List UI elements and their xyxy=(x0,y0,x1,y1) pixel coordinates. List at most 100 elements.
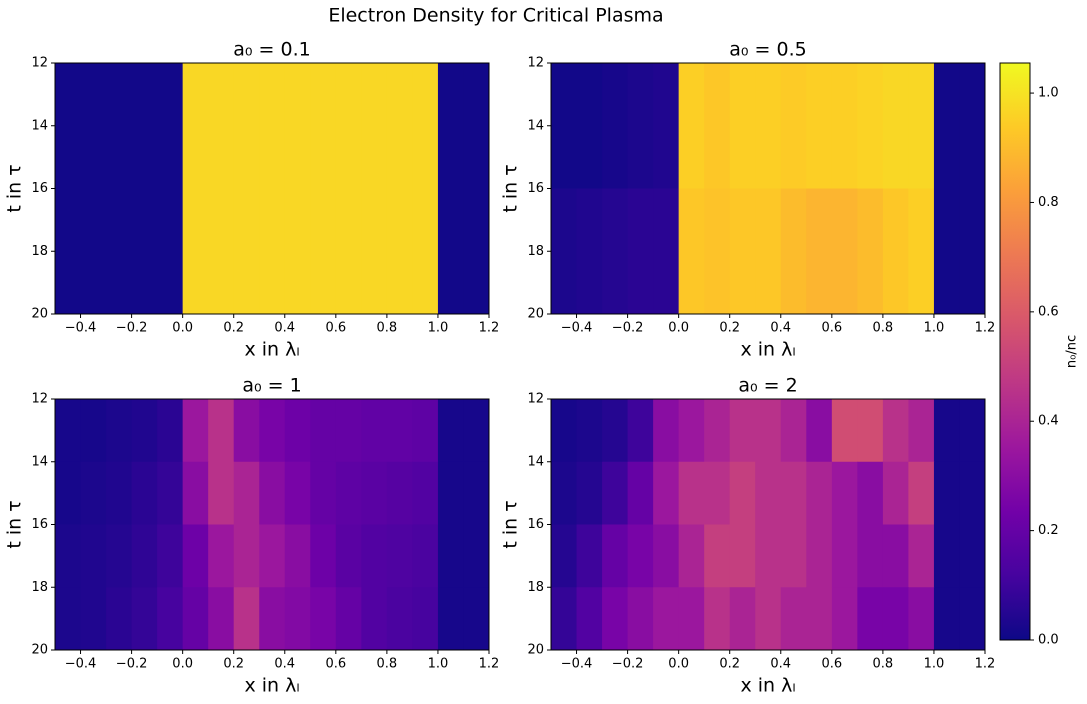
heatmap-cell xyxy=(259,63,286,315)
heatmap-cell xyxy=(106,587,133,651)
heatmap-cell xyxy=(157,524,184,588)
heatmap-cell xyxy=(386,587,413,651)
y-tick-label: 18 xyxy=(527,580,544,595)
heatmap-cell xyxy=(908,461,935,525)
heatmap-cell xyxy=(335,399,362,463)
heatmap-cell xyxy=(361,587,388,651)
heatmap-cell xyxy=(959,524,986,588)
x-tick-label: 1.0 xyxy=(428,321,449,336)
heatmap-cell xyxy=(959,63,986,189)
heatmap-cell xyxy=(208,399,235,463)
heatmap-cell xyxy=(959,188,986,315)
heatmap-cell xyxy=(831,461,858,525)
heatmap-cell xyxy=(806,188,833,315)
heatmap-cell xyxy=(284,524,311,588)
heatmap-cell xyxy=(157,63,184,315)
heatmap xyxy=(55,399,490,651)
heatmap-cell xyxy=(412,461,439,525)
heatmap-cell xyxy=(412,587,439,651)
heatmap-cell xyxy=(437,399,464,463)
y-tick-label: 12 xyxy=(31,56,48,71)
heatmap-cell xyxy=(437,461,464,525)
heatmap-cell xyxy=(463,63,490,315)
heatmap-cell xyxy=(602,524,629,588)
heatmap-cell xyxy=(831,63,858,189)
heatmap-cell xyxy=(882,399,909,463)
x-tick-label: −0.2 xyxy=(116,321,148,336)
heatmap-cell xyxy=(704,524,731,588)
x-tick-label: 0.8 xyxy=(873,657,894,672)
heatmap-cell xyxy=(780,524,807,588)
heatmap-cell xyxy=(412,399,439,463)
heatmap xyxy=(551,63,986,315)
x-tick-label: 1.2 xyxy=(975,657,996,672)
heatmap-cell xyxy=(627,188,654,315)
heatmap-cell xyxy=(551,188,578,315)
y-tick-label: 18 xyxy=(31,244,48,259)
x-tick-label: 0.0 xyxy=(668,657,689,672)
y-tick-label: 12 xyxy=(31,392,48,407)
heatmap xyxy=(551,399,986,651)
heatmap-cell xyxy=(678,188,705,315)
heatmap-cell xyxy=(463,524,490,588)
heatmap-cell xyxy=(729,524,756,588)
x-tick-label: 0.6 xyxy=(821,321,842,336)
panel-title: a₀ = 2 xyxy=(738,375,797,397)
y-tick-label: 12 xyxy=(527,56,544,71)
heatmap-cell xyxy=(933,63,960,189)
heatmap-cell xyxy=(857,587,884,651)
y-tick-label: 14 xyxy=(527,454,544,469)
heatmap-cell xyxy=(933,461,960,525)
heatmap-cell xyxy=(627,587,654,651)
heatmap-cell xyxy=(55,399,82,463)
heatmap-cell xyxy=(882,188,909,315)
heatmap-cell xyxy=(284,399,311,463)
heatmap-cell xyxy=(755,63,782,189)
heatmap-cell xyxy=(806,461,833,525)
heatmap-cell xyxy=(653,461,680,525)
colorbar-tick-label: 1.0 xyxy=(1038,86,1059,101)
x-tick-label: 0.4 xyxy=(770,657,791,672)
heatmap-cell xyxy=(80,461,107,525)
y-tick-label: 20 xyxy=(31,643,48,658)
heatmap-cell xyxy=(361,63,388,315)
heatmap-cell xyxy=(857,188,884,315)
y-tick-label: 20 xyxy=(527,307,544,322)
heatmap-cell xyxy=(704,188,731,315)
heatmap-cell xyxy=(882,461,909,525)
y-axis-label: t in τ xyxy=(4,500,26,548)
heatmap-cell xyxy=(602,587,629,651)
heatmap-cell xyxy=(576,587,603,651)
heatmap-cell xyxy=(157,587,184,651)
heatmap-cell xyxy=(233,399,260,463)
heatmap-cell xyxy=(386,63,413,315)
heatmap-cell xyxy=(412,63,439,315)
heatmap-cell xyxy=(437,63,464,315)
y-tick-label: 14 xyxy=(527,118,544,133)
heatmap-cell xyxy=(463,461,490,525)
heatmap-cell xyxy=(627,461,654,525)
heatmap-cell xyxy=(933,399,960,463)
x-tick-label: 0.2 xyxy=(223,657,244,672)
heatmap-cell xyxy=(310,587,337,651)
heatmap-cell xyxy=(284,587,311,651)
heatmap-cell xyxy=(55,63,82,315)
heatmap-cell xyxy=(755,461,782,525)
heatmap-cell xyxy=(157,461,184,525)
y-axis-label: t in τ xyxy=(500,500,522,548)
y-tick-label: 18 xyxy=(31,580,48,595)
heatmap-cell xyxy=(704,399,731,463)
heatmap-cell xyxy=(755,587,782,651)
heatmap-cell xyxy=(908,399,935,463)
x-tick-label: 0.6 xyxy=(325,657,346,672)
heatmap-cell xyxy=(576,524,603,588)
heatmap-cell xyxy=(80,524,107,588)
heatmap-cell xyxy=(106,461,133,525)
heatmap-cell xyxy=(182,399,209,463)
heatmap-cell xyxy=(602,188,629,315)
heatmap-cell xyxy=(259,524,286,588)
heatmap-cell xyxy=(106,399,133,463)
heatmap-cell xyxy=(182,524,209,588)
x-tick-label: 0.6 xyxy=(325,321,346,336)
heatmap-cell xyxy=(653,188,680,315)
